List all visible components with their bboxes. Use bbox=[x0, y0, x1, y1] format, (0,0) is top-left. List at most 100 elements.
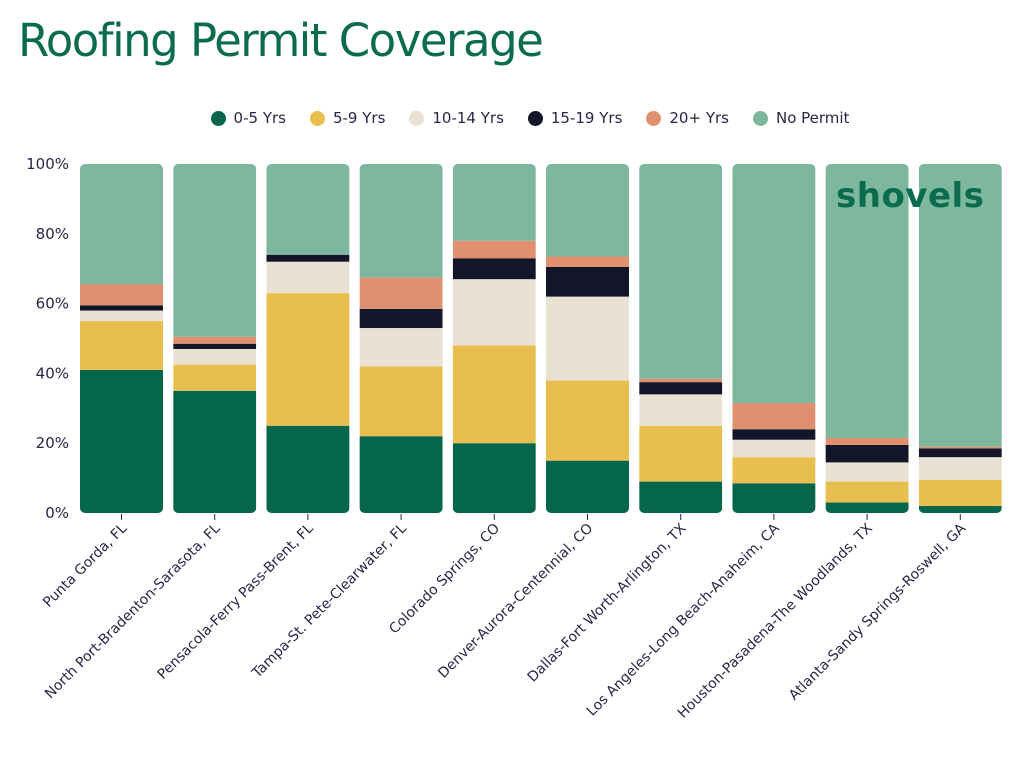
bar-segment bbox=[266, 164, 350, 255]
bar-segment bbox=[80, 305, 163, 311]
bar-segment bbox=[639, 481, 723, 513]
y-tick-label: 0% bbox=[45, 504, 69, 522]
legend-item: 20+ Yrs bbox=[646, 109, 729, 127]
bar-stack bbox=[359, 164, 443, 513]
bar-segment bbox=[452, 345, 536, 444]
bar-segment bbox=[732, 164, 816, 404]
bar-segment bbox=[546, 296, 629, 381]
legend-label: 0-5 Yrs bbox=[233, 109, 286, 127]
x-tick-label: Los Angeles-Long Beach-Anaheim, CA bbox=[584, 520, 783, 719]
bar-segment bbox=[80, 310, 163, 322]
bar-stack bbox=[452, 164, 536, 513]
bar-stack bbox=[639, 164, 723, 513]
legend-swatch bbox=[527, 110, 543, 126]
legend-label: 15-19 Yrs bbox=[550, 109, 623, 127]
bar-segment bbox=[825, 164, 909, 438]
bar-segment bbox=[732, 439, 816, 458]
bar-segment bbox=[639, 164, 723, 379]
bar-segment bbox=[546, 256, 629, 267]
bar-segment bbox=[639, 425, 723, 482]
bar-segment bbox=[452, 443, 536, 513]
legend-item: 10-14 Yrs bbox=[409, 109, 504, 127]
y-tick-label: 60% bbox=[36, 295, 69, 313]
bar-segment bbox=[266, 425, 350, 513]
bar-segment bbox=[266, 261, 350, 294]
bar-segment bbox=[825, 481, 909, 503]
bar-segment bbox=[80, 164, 163, 285]
x-tick-label: Dallas-Fort Worth-Arlington, TX bbox=[525, 520, 690, 685]
bar-segment bbox=[452, 279, 536, 346]
legend-item: 5-9 Yrs bbox=[309, 109, 386, 127]
bar-segment bbox=[359, 366, 443, 437]
bar-stack bbox=[546, 164, 629, 513]
bar-segment bbox=[359, 308, 443, 329]
x-tick-label: Houston-Pasadena-The Woodlands, TX bbox=[675, 520, 876, 721]
bar-segment bbox=[732, 429, 816, 440]
bar-segment bbox=[825, 462, 909, 482]
bar-segment bbox=[639, 394, 723, 426]
bar-stack bbox=[918, 164, 1002, 513]
legend-swatch bbox=[752, 110, 768, 126]
bar-stack bbox=[825, 164, 909, 513]
bar-segment bbox=[266, 293, 350, 426]
bar-segment bbox=[359, 436, 443, 513]
bar-segment bbox=[546, 266, 629, 297]
y-tick-label: 100% bbox=[26, 155, 69, 173]
legend-swatch bbox=[309, 110, 325, 126]
bar-segment bbox=[546, 380, 629, 461]
bar-segment bbox=[173, 364, 257, 391]
bar-segment bbox=[359, 328, 443, 367]
legend-item: 0-5 Yrs bbox=[210, 109, 286, 127]
bar-segment bbox=[359, 277, 443, 309]
y-tick-label: 80% bbox=[36, 225, 69, 243]
bar-segment bbox=[173, 348, 257, 365]
bar-stack bbox=[173, 164, 257, 513]
bar-segment bbox=[732, 483, 816, 513]
x-tick-label: North Port-Bradenton-Sarasota, FL bbox=[42, 520, 224, 702]
legend-swatch bbox=[409, 110, 425, 126]
bar-segment bbox=[452, 240, 536, 259]
bar-segment bbox=[918, 448, 1002, 458]
bar-stack bbox=[266, 164, 350, 513]
bar-segment bbox=[918, 446, 1002, 449]
bar-segment bbox=[918, 479, 1002, 507]
bar-segment bbox=[266, 254, 350, 262]
chart-title: Roofing Permit Coverage bbox=[18, 14, 544, 67]
legend: 0-5 Yrs 5-9 Yrs 10-14 Yrs 15-19 Yrs 20+ Yrs N… bbox=[18, 104, 1024, 132]
y-tick-label: 40% bbox=[36, 364, 69, 382]
bar-segment bbox=[173, 164, 257, 337]
y-tick-label: 20% bbox=[36, 434, 69, 452]
bar-segment bbox=[732, 457, 816, 484]
legend-swatch bbox=[646, 110, 662, 126]
bar-segment bbox=[173, 390, 257, 513]
x-tick-label: Denver-Aurora-Centennial, CO bbox=[435, 521, 596, 682]
bar-segment bbox=[825, 437, 909, 445]
bar-segment bbox=[80, 284, 163, 306]
bar-segment bbox=[732, 403, 816, 430]
bar-segment bbox=[639, 382, 723, 395]
legend-item: 15-19 Yrs bbox=[527, 109, 623, 127]
x-tick-label: Atlanta-Sandy Springs-Roswell, GA bbox=[786, 520, 969, 703]
bar-segment bbox=[452, 164, 536, 241]
bar-segment bbox=[80, 321, 163, 370]
bar-segment bbox=[359, 164, 443, 278]
x-tick-label: Tampa-St. Pete-Clearwater, FL bbox=[249, 520, 411, 682]
legend-label: 20+ Yrs bbox=[669, 109, 729, 127]
shovels-logo: shovels bbox=[836, 176, 985, 216]
x-tick-label: Punta Gorda, FL bbox=[40, 520, 130, 610]
x-tick-label: Pensacola-Ferry Pass-Brent, FL bbox=[155, 520, 317, 682]
bar-segment bbox=[639, 378, 723, 383]
bar-segment bbox=[825, 444, 909, 463]
bar-segment bbox=[546, 164, 629, 257]
legend-label: 5-9 Yrs bbox=[332, 109, 386, 127]
legend-swatch bbox=[210, 110, 226, 126]
bar-segment bbox=[173, 336, 257, 344]
legend-item: No Permit bbox=[752, 109, 849, 127]
legend-label: 10-14 Yrs bbox=[432, 109, 504, 127]
bar-segment bbox=[452, 258, 536, 280]
bar-stack bbox=[732, 164, 816, 513]
bar-segment bbox=[918, 457, 1002, 480]
bar-segment bbox=[825, 502, 909, 513]
bar-segment bbox=[918, 164, 1002, 447]
